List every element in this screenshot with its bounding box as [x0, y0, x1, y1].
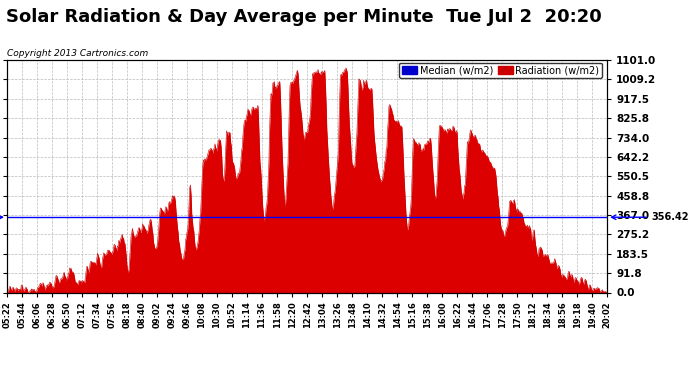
- Text: Solar Radiation & Day Average per Minute  Tue Jul 2  20:20: Solar Radiation & Day Average per Minute…: [6, 8, 602, 26]
- Text: 356.42: 356.42: [611, 212, 689, 222]
- Text: Copyright 2013 Cartronics.com: Copyright 2013 Cartronics.com: [7, 49, 148, 58]
- Legend: Median (w/m2), Radiation (w/m2): Median (w/m2), Radiation (w/m2): [400, 63, 602, 78]
- Text: 356.42: 356.42: [0, 212, 3, 222]
